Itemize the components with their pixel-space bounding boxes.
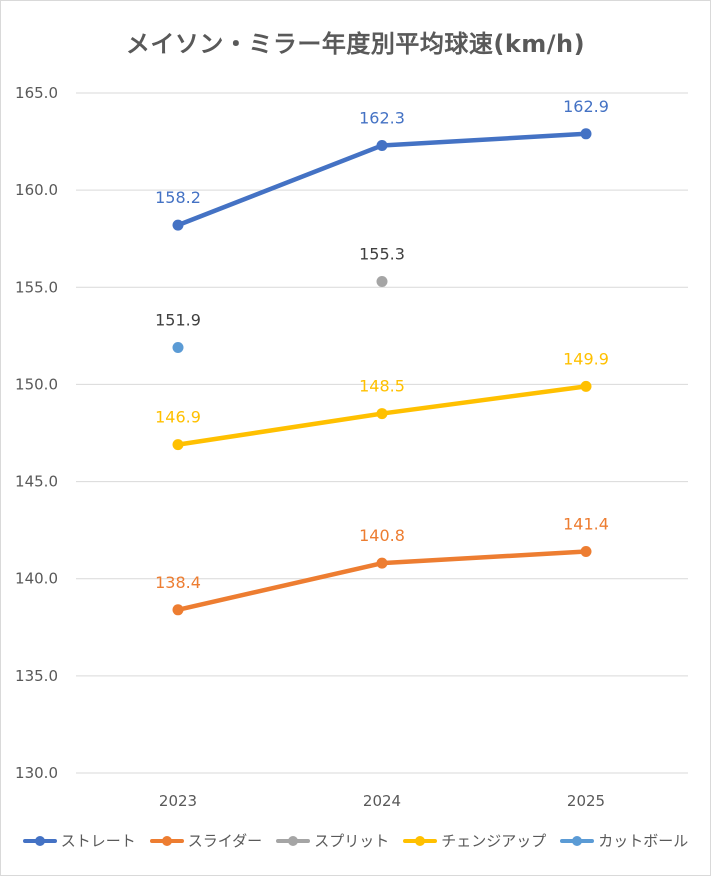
data-point: [580, 380, 592, 392]
data-point: [376, 557, 388, 569]
legend-item: ストレート: [22, 830, 136, 851]
y-tick-label: 160.0: [15, 181, 58, 199]
legend-swatch: [149, 835, 184, 847]
y-tick-label: 145.0: [15, 473, 58, 491]
data-label: 151.9: [155, 311, 201, 330]
legend-label: チェンジアップ: [441, 832, 547, 850]
data-label: 158.2: [155, 188, 201, 207]
data-label: 146.9: [155, 408, 201, 427]
legend-label: スプリット: [314, 832, 390, 850]
legend-item: スライダー: [149, 830, 263, 851]
data-label: 149.9: [563, 349, 609, 368]
legend-label: カットボール: [598, 832, 689, 850]
y-tick-label: 165.0: [15, 84, 58, 102]
x-tick-label: 2025: [567, 792, 605, 810]
chart-legend: ストレート スライダー スプリット チェンジアップ カットボール: [0, 830, 711, 851]
data-point: [172, 342, 184, 354]
legend-swatch: [22, 835, 57, 847]
y-tick-label: 135.0: [15, 667, 58, 685]
data-point: [172, 604, 184, 616]
legend-swatch: [560, 835, 595, 847]
data-point: [172, 439, 184, 451]
y-tick-label: 130.0: [15, 764, 58, 782]
data-point: [580, 128, 592, 140]
legend-item: スプリット: [276, 830, 389, 851]
data-label: 140.8: [359, 526, 405, 545]
x-tick-label: 2023: [159, 792, 197, 810]
data-point: [580, 546, 592, 558]
chart-title: メイソン・ミラー年度別平均球速(km/h): [125, 30, 586, 58]
data-label: 141.4: [563, 515, 609, 534]
data-label: 155.3: [359, 244, 405, 263]
data-label: 162.3: [359, 108, 405, 127]
data-point: [172, 219, 184, 231]
data-label: 162.9: [563, 97, 609, 116]
data-label: 148.5: [359, 377, 405, 396]
data-point: [376, 139, 388, 151]
legend-item: カットボール: [560, 830, 688, 851]
legend-label: スライダー: [187, 832, 263, 850]
y-tick-label: 140.0: [15, 570, 58, 588]
data-point: [376, 275, 388, 287]
legend-item: チェンジアップ: [403, 830, 546, 851]
y-tick-label: 150.0: [15, 375, 58, 393]
y-tick-label: 155.0: [15, 278, 58, 296]
data-label: 138.4: [155, 573, 201, 592]
legend-label: ストレート: [60, 832, 136, 850]
x-tick-label: 2024: [363, 792, 401, 810]
legend-swatch: [403, 835, 438, 847]
data-point: [376, 408, 388, 420]
legend-swatch: [276, 835, 311, 847]
